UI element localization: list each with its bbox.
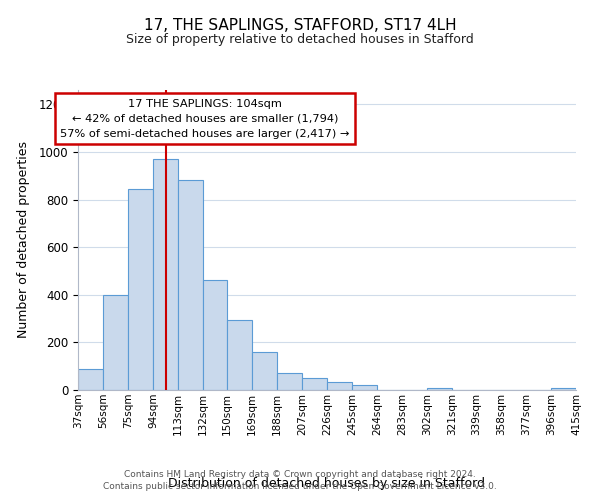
Bar — [327, 382, 352, 390]
Text: 17 THE SAPLINGS: 104sqm
← 42% of detached houses are smaller (1,794)
57% of semi: 17 THE SAPLINGS: 104sqm ← 42% of detache… — [61, 99, 350, 138]
Bar — [203, 280, 227, 390]
Text: 17, THE SAPLINGS, STAFFORD, ST17 4LH: 17, THE SAPLINGS, STAFFORD, ST17 4LH — [143, 18, 457, 32]
Bar — [352, 385, 377, 390]
Bar — [427, 388, 452, 390]
Y-axis label: Number of detached properties: Number of detached properties — [17, 142, 30, 338]
Text: Contains HM Land Registry data © Crown copyright and database right 2024.: Contains HM Land Registry data © Crown c… — [124, 470, 476, 479]
X-axis label: Distribution of detached houses by size in Stafford: Distribution of detached houses by size … — [169, 476, 485, 490]
Text: Size of property relative to detached houses in Stafford: Size of property relative to detached ho… — [126, 32, 474, 46]
Bar — [178, 180, 203, 390]
Bar — [227, 320, 252, 390]
Bar — [153, 159, 178, 390]
Bar — [128, 189, 153, 390]
Bar — [551, 388, 576, 390]
Bar — [302, 378, 327, 390]
Bar — [252, 352, 277, 390]
Text: Contains public sector information licensed under the Open Government Licence v3: Contains public sector information licen… — [103, 482, 497, 491]
Bar — [277, 374, 302, 390]
Bar — [78, 368, 103, 390]
Bar — [103, 295, 128, 390]
